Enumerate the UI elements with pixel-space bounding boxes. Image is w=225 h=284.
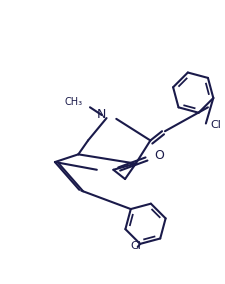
Text: O: O	[154, 149, 164, 162]
Text: CH₃: CH₃	[64, 97, 82, 107]
Text: Cl: Cl	[211, 120, 222, 130]
Text: Cl: Cl	[130, 241, 141, 251]
Text: N: N	[97, 108, 106, 122]
